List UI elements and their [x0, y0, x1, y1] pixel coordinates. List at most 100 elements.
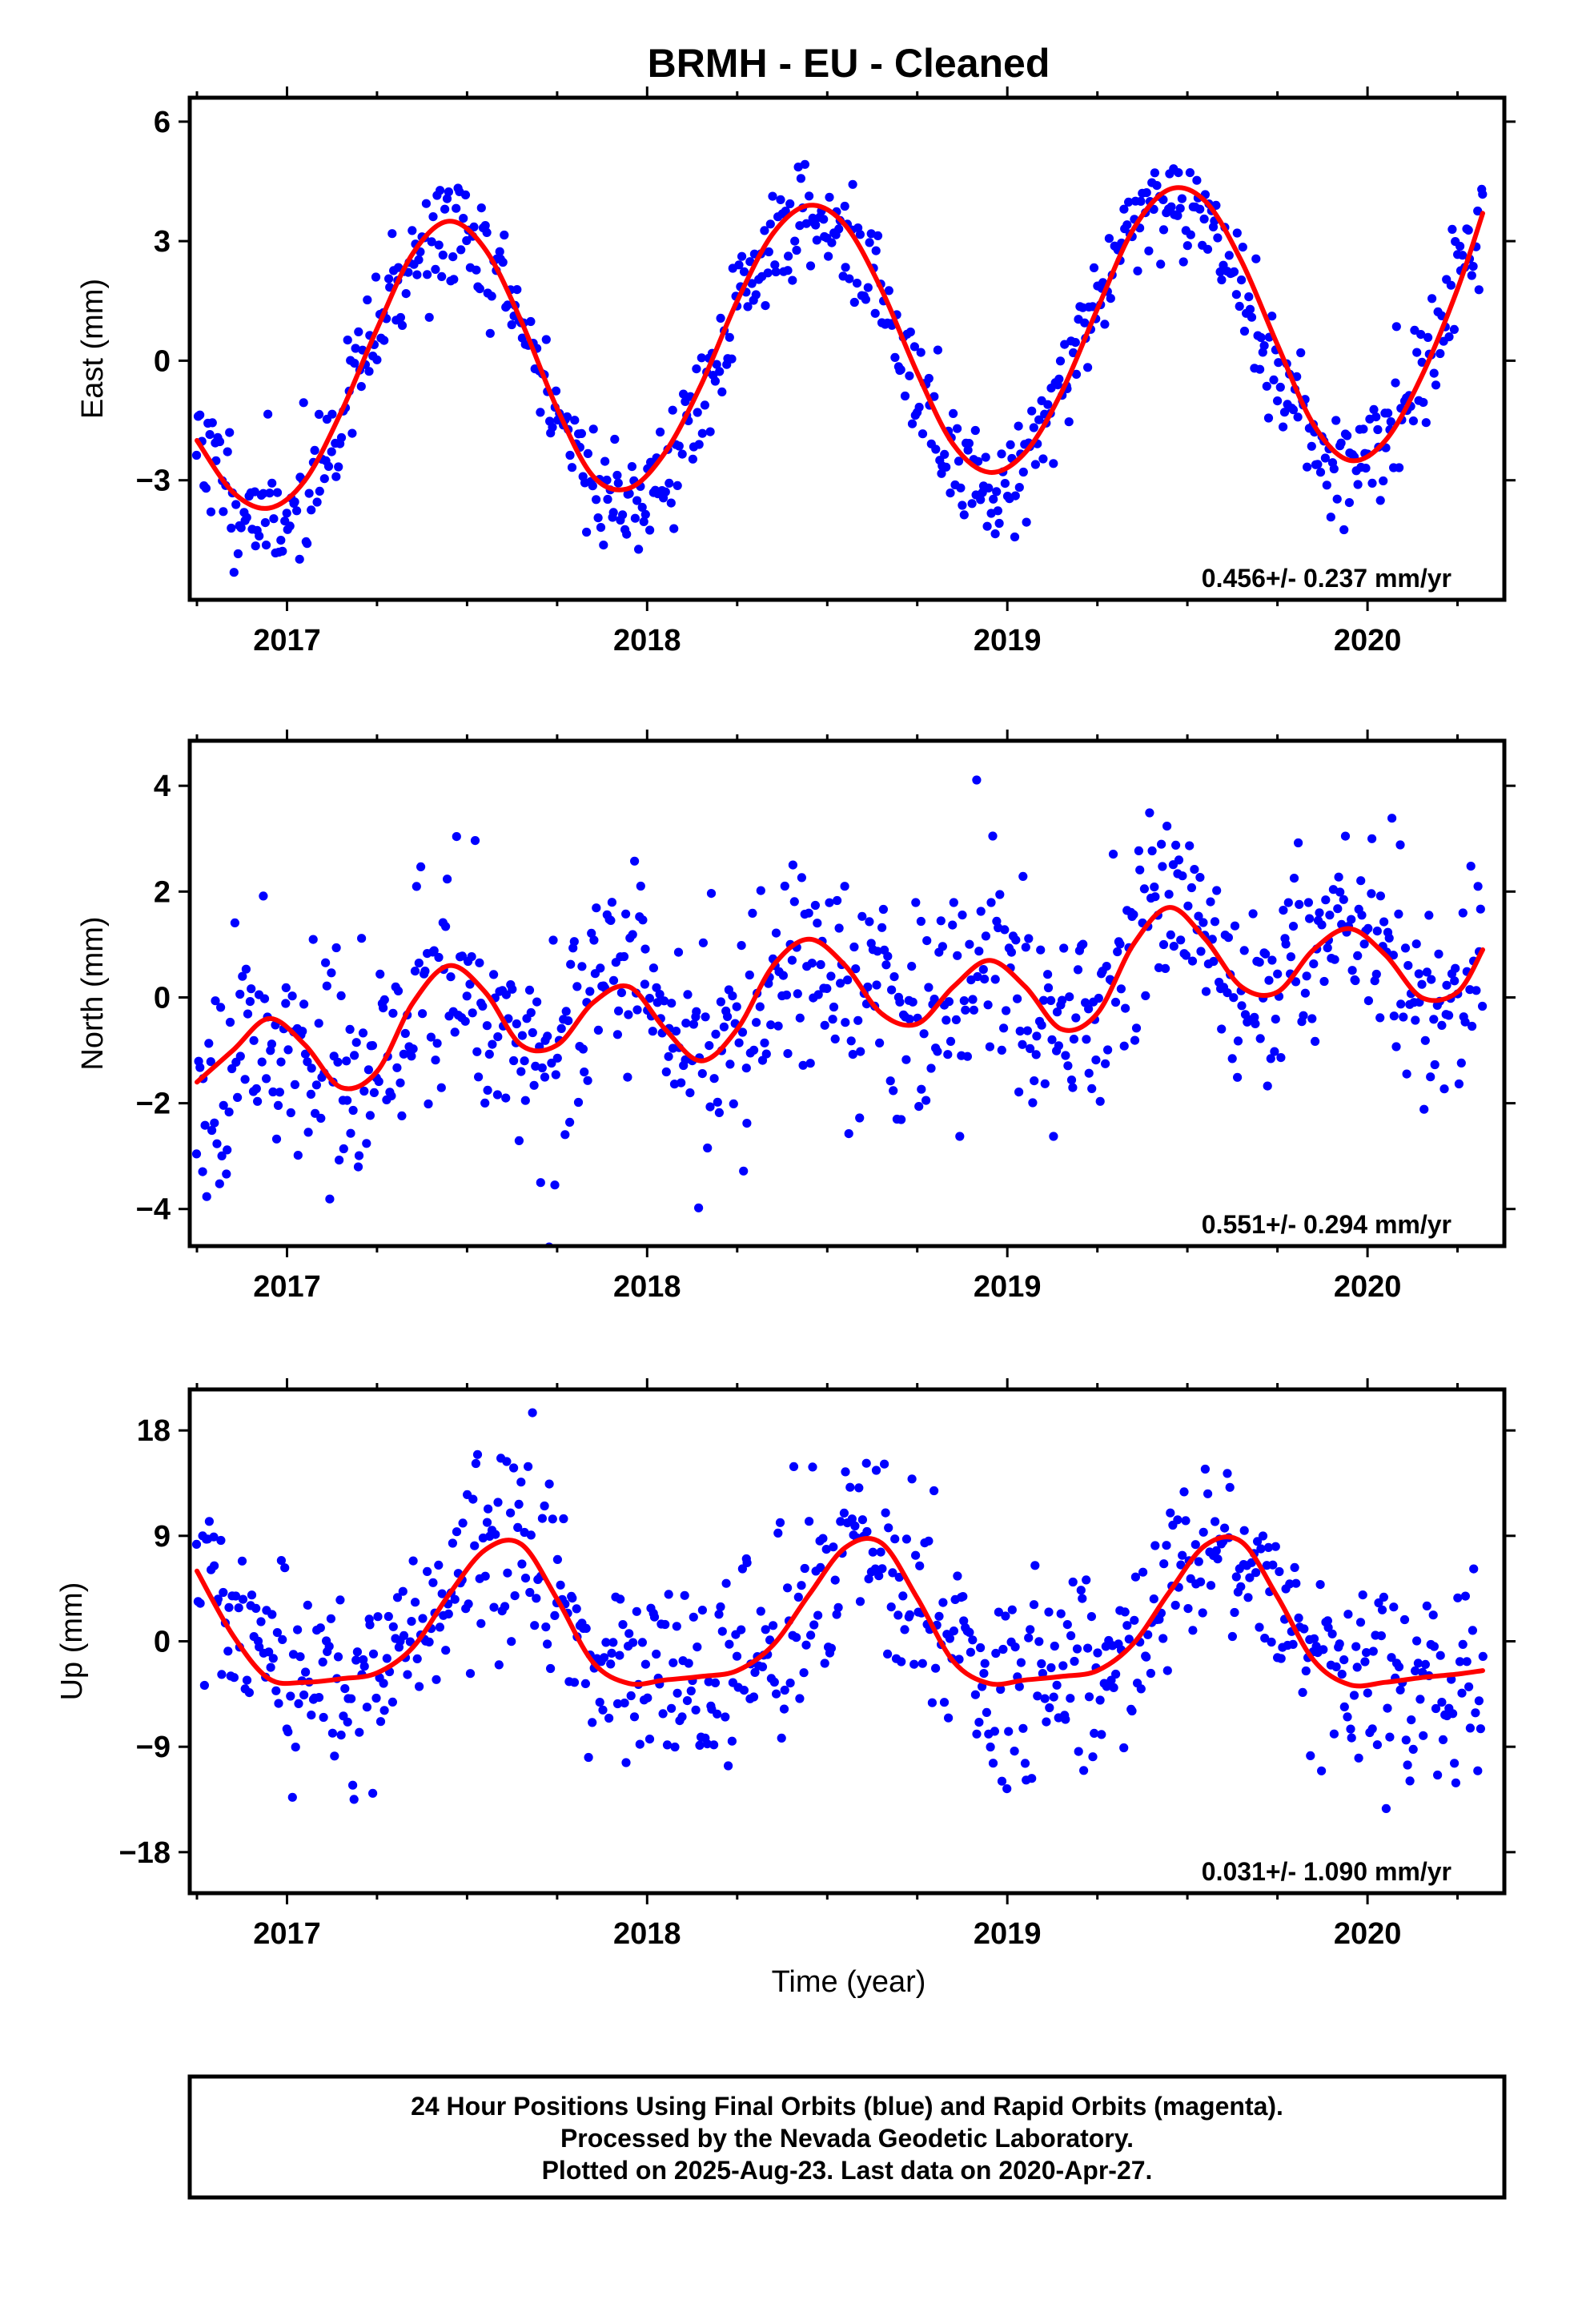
data-point: [801, 219, 811, 228]
data-point: [260, 518, 270, 528]
data-point: [798, 1060, 808, 1070]
data-point: [1435, 1651, 1445, 1660]
data-point: [215, 436, 225, 447]
data-point: [1335, 1639, 1344, 1649]
data-point: [1322, 480, 1331, 490]
data-point: [1353, 951, 1363, 960]
data-point: [640, 944, 650, 954]
data-point: [303, 539, 312, 549]
data-point: [281, 999, 291, 1008]
data-point: [819, 215, 829, 224]
data-point: [1464, 1682, 1474, 1691]
data-point: [703, 1143, 713, 1153]
data-point: [1368, 1647, 1378, 1656]
data-point: [1050, 1641, 1059, 1651]
data-point: [294, 1699, 303, 1708]
data-point: [1299, 1011, 1308, 1020]
x-tick-label: 2020: [1334, 1270, 1402, 1304]
data-point: [364, 367, 374, 376]
data-point: [715, 367, 725, 376]
data-point: [848, 179, 857, 189]
data-point: [362, 1139, 371, 1148]
data-point: [261, 541, 271, 550]
data-point: [1220, 1523, 1230, 1533]
data-point: [598, 1705, 608, 1715]
data-point: [785, 1679, 795, 1688]
data-point: [1330, 955, 1339, 964]
data-point: [777, 1733, 786, 1743]
data-point: [936, 916, 946, 926]
data-point: [873, 231, 883, 240]
data-point: [1010, 532, 1020, 542]
data-point: [255, 531, 264, 541]
data-point: [1187, 956, 1198, 966]
data-point: [618, 1620, 628, 1630]
data-point: [272, 1628, 282, 1638]
data-point: [626, 1691, 636, 1701]
data-point: [1478, 1651, 1488, 1661]
data-point: [1429, 1642, 1439, 1651]
data-point: [990, 529, 1000, 539]
data-point: [668, 405, 677, 415]
data-point: [326, 1614, 335, 1623]
data-point: [716, 997, 726, 1007]
data-point: [388, 1622, 398, 1631]
data-point: [217, 1670, 227, 1679]
data-point: [292, 506, 302, 516]
data-point: [1238, 243, 1247, 252]
data-point: [1422, 967, 1431, 977]
data-point: [674, 441, 684, 451]
data-point: [896, 365, 905, 375]
data-point: [898, 1591, 908, 1601]
data-point: [1175, 203, 1185, 213]
data-point: [1262, 381, 1271, 391]
data-point: [237, 1556, 247, 1566]
data-point: [450, 1594, 460, 1604]
data-point: [972, 1729, 982, 1739]
data-point: [897, 1657, 906, 1667]
data-point: [459, 214, 468, 223]
data-point: [734, 1038, 744, 1047]
data-point: [1111, 1669, 1121, 1679]
data-point: [1052, 1680, 1062, 1690]
data-point: [930, 995, 939, 1004]
data-point: [1329, 464, 1339, 474]
data-point: [813, 1610, 823, 1620]
data-point: [257, 1057, 267, 1067]
data-point: [548, 935, 558, 945]
data-point: [1384, 933, 1394, 943]
data-point: [958, 501, 967, 510]
data-point: [1018, 467, 1028, 477]
data-point: [632, 1005, 642, 1015]
data-point: [222, 1169, 231, 1179]
data-point: [1347, 915, 1356, 924]
data-point: [1106, 294, 1115, 304]
data-point: [649, 1612, 660, 1622]
data-point: [728, 991, 737, 1001]
x-tick-label: 2020: [1334, 1917, 1402, 1951]
data-point: [235, 1051, 245, 1061]
data-point: [1206, 1581, 1216, 1590]
chart-title: BRMH - EU - Cleaned: [648, 41, 1050, 86]
data-point: [978, 965, 988, 975]
data-point: [352, 1647, 362, 1657]
data-point: [356, 382, 366, 392]
data-point: [911, 898, 921, 907]
data-point: [795, 1694, 805, 1703]
data-point: [942, 1015, 951, 1025]
data-point: [319, 474, 329, 484]
data-point: [1403, 1760, 1412, 1770]
data-point: [1465, 1723, 1475, 1733]
data-point: [612, 1030, 623, 1039]
data-point: [424, 312, 434, 322]
data-point: [666, 498, 676, 508]
data-point: [1415, 1695, 1425, 1704]
data-point: [573, 1097, 584, 1108]
data-point: [901, 1534, 911, 1544]
data-point: [253, 1096, 263, 1106]
data-point: [1178, 257, 1188, 267]
data-point: [1451, 963, 1460, 973]
data-point: [988, 831, 998, 841]
